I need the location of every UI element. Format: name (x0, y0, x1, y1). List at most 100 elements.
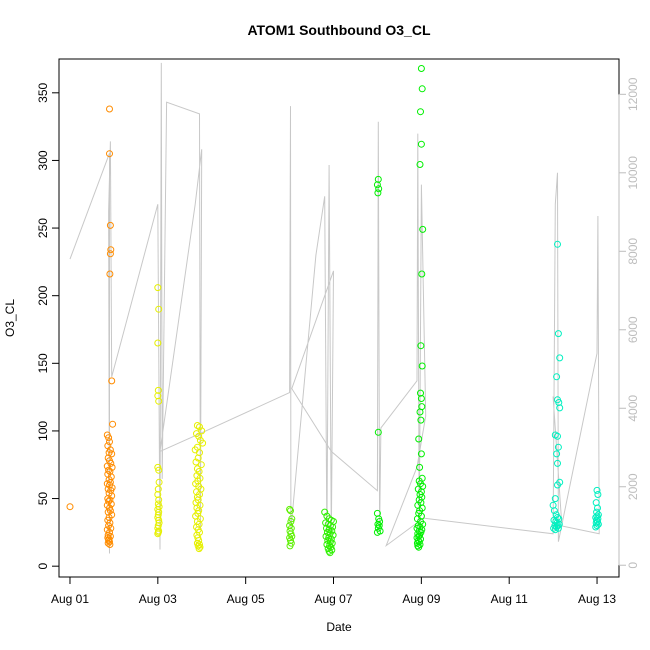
scatter-point (550, 507, 558, 515)
x-tick-label: Aug 09 (402, 592, 440, 606)
scatter-point (554, 459, 561, 467)
x-tick-label: Aug 13 (578, 592, 616, 606)
y-tick-label: 100 (36, 421, 50, 441)
y2-axis: 0 2000 4000 6000 8000 10000 12000 (618, 77, 640, 569)
scatter-point (104, 539, 112, 547)
scatter-point (554, 330, 562, 338)
scatter-point (196, 541, 203, 548)
scatter-point (416, 161, 424, 168)
scatter-point (154, 284, 162, 292)
y2-tick-label: 10000 (626, 156, 640, 190)
y2-tick-label: 4000 (626, 395, 640, 422)
scatter-point (593, 486, 601, 494)
x-tick-label: Aug 07 (314, 592, 352, 606)
scatter-point (554, 443, 562, 451)
y2-tick-label: 2000 (626, 473, 640, 500)
scatter-point (417, 450, 425, 458)
scatter-point (105, 466, 113, 474)
scatter-point (155, 397, 163, 405)
scatter-point (155, 478, 163, 486)
scatter-point (197, 461, 205, 469)
scatter-point (199, 439, 207, 447)
y2-tick-label: 8000 (626, 238, 640, 265)
scatter-point (417, 395, 425, 402)
scatter-point (554, 240, 561, 248)
scatter-point (373, 528, 381, 536)
scatter-point (196, 423, 203, 431)
scatter-point (416, 463, 424, 471)
scatter-point (415, 543, 423, 551)
y-axis-label: O3_CL (3, 299, 17, 337)
y-tick-label: 150 (36, 353, 50, 373)
scatter-point (155, 305, 163, 313)
y2-tick-label: 12000 (626, 77, 640, 111)
scatter-point (106, 221, 114, 229)
scatter-point (419, 225, 427, 233)
scatter-point (154, 485, 162, 493)
scatter-point (66, 503, 74, 511)
scatter-point (154, 463, 162, 471)
scatter-point (106, 538, 113, 546)
plot-frame (58, 58, 620, 578)
x-tick-label: Aug 11 (491, 592, 528, 606)
scatter-point (418, 362, 426, 370)
x-tick-label: Aug 03 (139, 592, 177, 606)
scatter-point (594, 504, 601, 512)
scatter-point (105, 537, 113, 544)
scatter-point (556, 354, 564, 362)
y-tick-label: 200 (36, 285, 50, 305)
scatter-point (154, 511, 162, 519)
line-series (69, 62, 600, 554)
scatter-point (375, 185, 383, 193)
scatter-point (105, 434, 113, 442)
scatter-point (554, 481, 561, 489)
scatter-point (154, 530, 162, 538)
scatter-point (106, 438, 113, 446)
y-tick-label: 250 (36, 218, 50, 238)
x-axis-label: Date (326, 620, 352, 634)
scatter-point (195, 468, 203, 475)
scatter-point (416, 408, 424, 416)
scatter-point (107, 500, 115, 508)
scatter-point (594, 491, 602, 498)
x-tick-label: Aug 01 (51, 592, 89, 606)
scatter-point (550, 524, 558, 532)
scatter-point (592, 523, 600, 531)
scatter-point (417, 342, 425, 350)
scatter-point (553, 373, 561, 381)
x-tick-label: Aug 05 (227, 592, 265, 606)
y-tick-label: 50 (36, 492, 50, 506)
scatter-point (373, 181, 381, 189)
scatter-point (417, 108, 424, 116)
scatter-point (287, 507, 294, 515)
scatter-point (103, 462, 111, 470)
scatter-point (106, 150, 113, 158)
scatter-point (194, 454, 202, 462)
scatter-point (106, 270, 114, 278)
scatter-point (417, 65, 425, 72)
scatter-point (106, 250, 114, 258)
y2-tick-label: 0 (626, 562, 640, 569)
y-axis: 0 50 100 150 200 250 300 350 (36, 82, 60, 570)
scatter-point (107, 524, 115, 532)
scatter-point (554, 432, 561, 440)
scatter-point (374, 189, 382, 197)
scatter-point (553, 450, 561, 458)
y-tick-label: 300 (36, 150, 50, 170)
scatter-point (286, 542, 294, 550)
y-tick-label: 0 (36, 563, 50, 570)
scatter-point (374, 520, 382, 528)
points-layer (66, 65, 602, 557)
scatter-point (417, 140, 425, 148)
scatter-point (374, 428, 382, 436)
scatter-point (108, 377, 116, 385)
y2-tick-label: 6000 (626, 316, 640, 343)
scatter-point (551, 495, 559, 503)
line-series-path (69, 62, 600, 554)
scatter-point (551, 526, 559, 534)
scatter-point (196, 543, 204, 551)
scatter-point (154, 522, 162, 530)
scatter-point (107, 246, 115, 254)
chart-title: ATOM1 Southbound O3_CL (247, 22, 430, 38)
